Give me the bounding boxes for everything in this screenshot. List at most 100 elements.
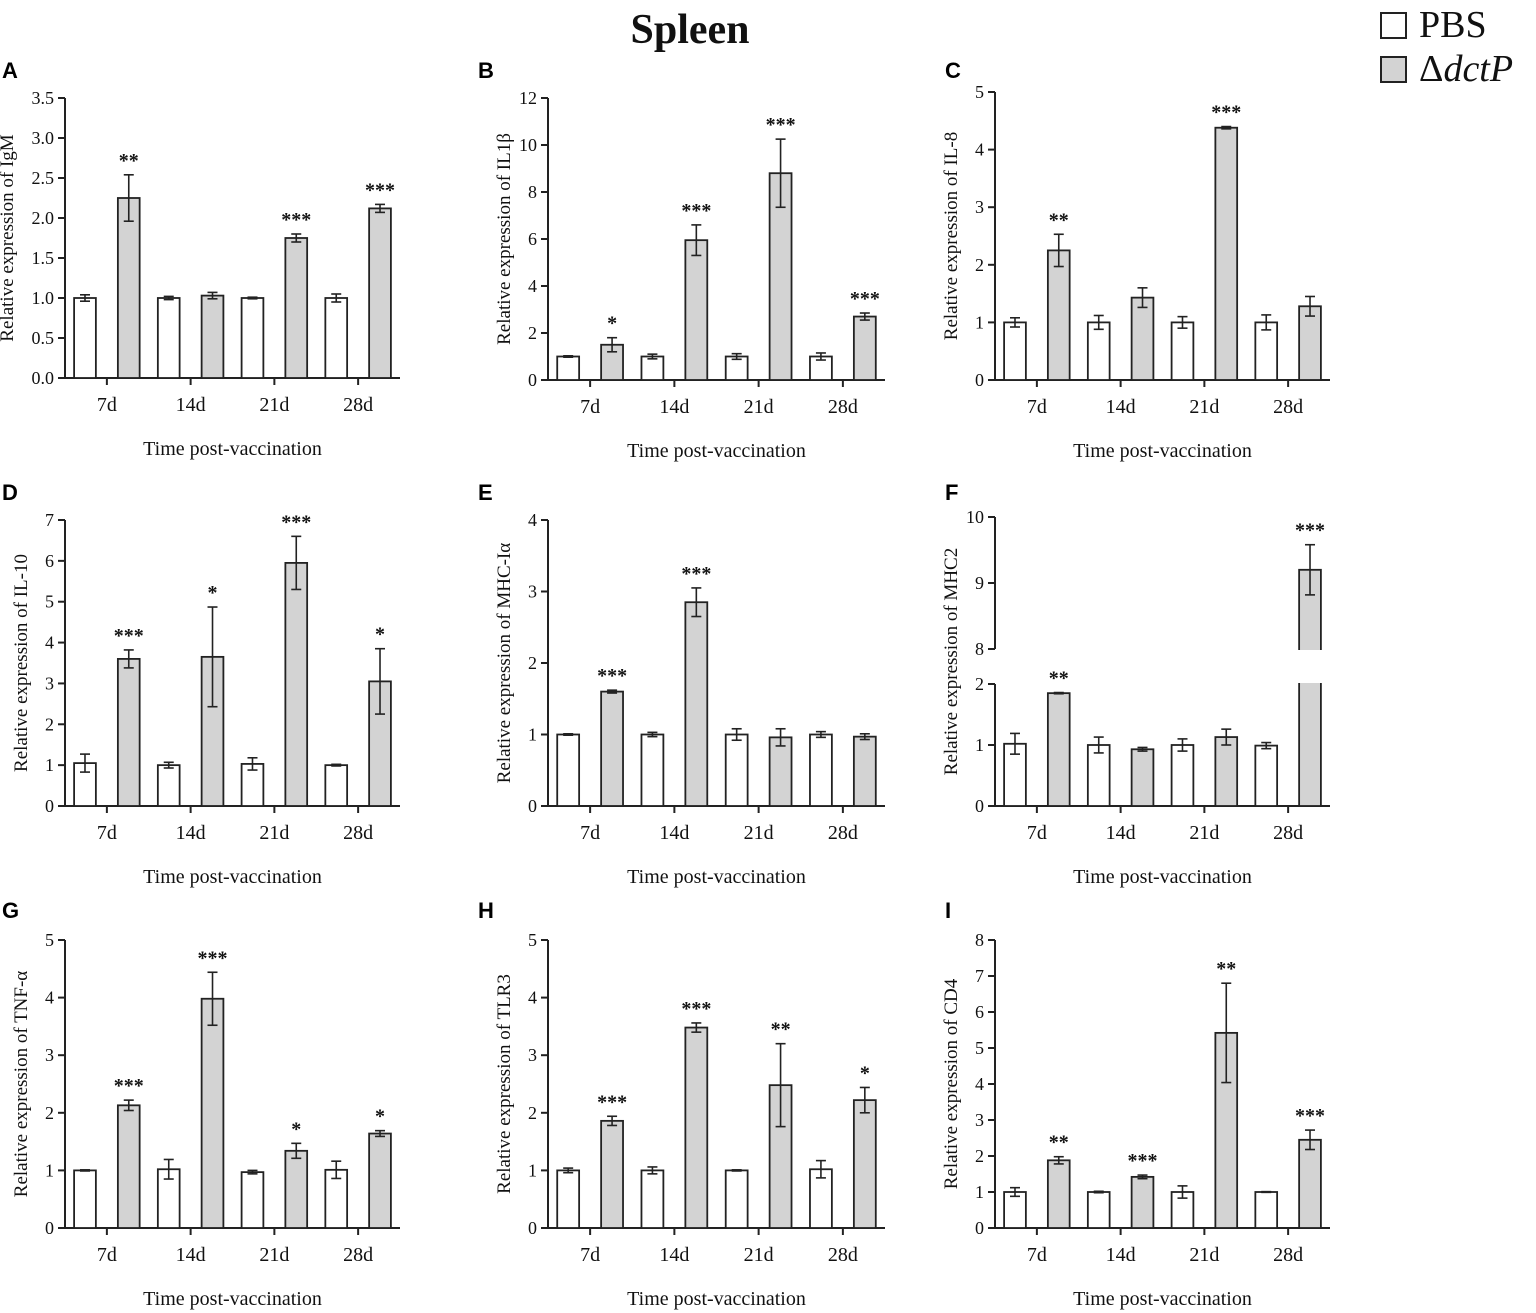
panel-d-bar-dctp	[284, 562, 309, 807]
panel-i-bar-pbs	[1254, 1191, 1279, 1229]
panel-d-y-tick-label: 1	[45, 755, 54, 775]
panel-i-x-tick-label: 28d	[1273, 1244, 1303, 1266]
panel-a-y-tick-label: 3.0	[32, 128, 55, 148]
panel-e-bar-dctp	[768, 736, 793, 807]
panel-e-y-label: Relative expression of MHC-Iα	[494, 543, 515, 784]
panel-d-y-tick-label: 2	[45, 714, 54, 734]
panel-d-bar-dctp	[116, 658, 141, 807]
panel-e-bar-dctp	[600, 690, 624, 807]
panel-e-y-tick-label: 4	[528, 510, 537, 530]
panel-h-x-tick-label: 28d	[828, 1244, 858, 1266]
panel-f-bar-pbs	[1086, 744, 1111, 807]
panel-c-letter: C	[945, 58, 961, 83]
panel-a-x-tick-label: 21d	[259, 394, 289, 416]
panel-b-y-tick-label: 2	[528, 323, 537, 343]
panel-c-bar-pbs	[1003, 321, 1027, 381]
panel-d-y-tick-label: 7	[45, 510, 54, 530]
panel-h-y-tick-label: 1	[528, 1160, 537, 1180]
panel-f-bar-dctp	[1046, 692, 1071, 807]
panel-d-letter: D	[2, 480, 18, 505]
panel-h-significance: **	[771, 1019, 791, 1041]
panel-d-significance: *	[208, 582, 218, 604]
legend-item-dctp: ΔdctP	[1380, 47, 1513, 91]
legend-label-dctp: ΔdctP	[1419, 48, 1514, 90]
panel-c-bar-dctp	[1214, 126, 1239, 381]
panel-d-x-label: Time post-vaccination	[143, 866, 322, 888]
panel-g-bar-dctp	[200, 997, 225, 1229]
panel-b-x-tick-label: 28d	[828, 396, 858, 418]
panel-f-y-tick-label: 8	[975, 639, 984, 659]
panel-a-letter: A	[2, 58, 18, 83]
panel-b-significance: ***	[681, 200, 711, 222]
panel-g-x-tick-label: 28d	[343, 1244, 373, 1266]
panel-a-bar-dctp	[284, 237, 309, 379]
panel-f-significance: ***	[1295, 520, 1325, 542]
panel-a-significance: ***	[281, 209, 311, 231]
panel-f-letter: F	[945, 480, 958, 505]
panel-a-y-tick-label: 3.5	[32, 88, 55, 108]
panel-h-significance: ***	[597, 1091, 627, 1113]
panel-i-bar-dctp	[1298, 1138, 1322, 1229]
panel-c-y-label: Relative expression of IL-8	[941, 132, 962, 340]
panel-i-y-tick-label: 4	[975, 1074, 984, 1094]
panel-b-bar-dctp	[684, 239, 709, 381]
panel-f-x-label: Time post-vaccination	[1073, 866, 1252, 888]
panel-i-y-label: Relative expression of CD4	[941, 978, 962, 1189]
panel-b-significance: *	[607, 313, 617, 335]
panel-d-y-tick-label: 6	[45, 551, 54, 571]
panel-f-break-gap	[1297, 650, 1323, 683]
panel-c-bar-pbs	[1254, 321, 1279, 381]
panel-a-y-tick-label: 1.5	[32, 248, 55, 268]
panel-a-bar-pbs	[240, 297, 265, 379]
panel-f-bar-pbs	[1170, 744, 1195, 807]
panel-a-y-tick-label: 2.5	[32, 168, 55, 188]
panel-f-y-tick-label: 10	[966, 507, 984, 527]
panel-f-bar-dctp	[1298, 568, 1322, 807]
panel-i-x-tick-label: 21d	[1189, 1244, 1219, 1266]
panel-e-bar-pbs	[724, 733, 749, 807]
panel-f-bar-pbs	[1254, 744, 1279, 807]
panel-e-bar-pbs	[809, 733, 833, 807]
panel-i-significance: **	[1216, 958, 1236, 980]
panel-g-y-label: Relative expression of TNF-α	[11, 971, 32, 1198]
panel-e-letter: E	[478, 480, 493, 505]
panel-h-bar-dctp	[600, 1119, 624, 1229]
panel-a-x-label: Time post-vaccination	[143, 438, 322, 460]
panel-f-y-tick-label: 9	[975, 573, 984, 593]
panel-c-bar-dctp	[1046, 249, 1071, 381]
panel-f-y-tick-label: 0	[975, 796, 984, 816]
panel-h-bar-pbs	[640, 1169, 665, 1229]
panel-a-y-tick-label: 0.0	[32, 368, 55, 388]
panel-b-y-label: Relative expression of IL1β	[494, 133, 515, 345]
panel-i-y-tick-label: 8	[975, 930, 984, 950]
panel-b-y-tick-label: 4	[528, 276, 537, 296]
panel-g-y-tick-label: 0	[45, 1218, 54, 1238]
panel-c-significance: **	[1049, 209, 1069, 231]
panel-g-significance: *	[291, 1118, 301, 1140]
panel-b-significance: ***	[850, 288, 880, 310]
panel-a-bar-pbs	[156, 297, 181, 379]
panel-g-y-tick-label: 2	[45, 1103, 54, 1123]
panel-c-bar-pbs	[1086, 321, 1111, 381]
panel-h-y-tick-label: 0	[528, 1218, 537, 1238]
panel-g-x-tick-label: 21d	[259, 1244, 289, 1266]
panel-h-x-tick-label: 21d	[744, 1244, 774, 1266]
panel-i-y-tick-label: 7	[975, 966, 984, 986]
panel-b-y-tick-label: 10	[519, 135, 537, 155]
panel-c-y-tick-label: 1	[975, 312, 984, 332]
figure-title: Spleen	[630, 7, 750, 53]
panel-d-y-tick-label: 5	[45, 592, 54, 612]
panel-f-x-tick-label: 14d	[1106, 822, 1136, 844]
panel-g-y-tick-label: 4	[45, 988, 54, 1008]
panel-e-x-tick-label: 28d	[828, 822, 858, 844]
panel-i-bar-dctp	[1046, 1159, 1071, 1229]
panel-i-letter: I	[945, 898, 951, 923]
panel-b-letter: B	[478, 58, 494, 83]
panel-a-bar-pbs	[324, 297, 349, 379]
panel-a-x-tick-label: 14d	[176, 394, 206, 416]
panel-f-y-tick-label: 1	[975, 735, 984, 755]
panel-g-bar-dctp	[116, 1104, 141, 1229]
panel-h-bar-dctp	[684, 1026, 709, 1229]
panel-a-x-tick-label: 28d	[343, 394, 373, 416]
